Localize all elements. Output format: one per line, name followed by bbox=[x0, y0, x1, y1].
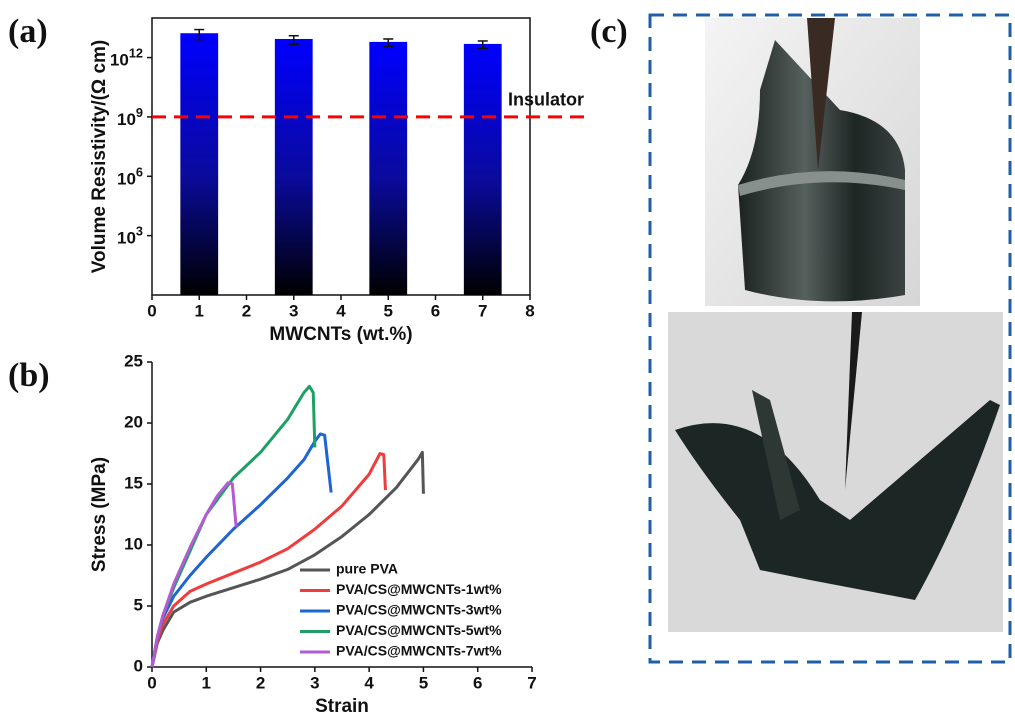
figure: (c)(a)0123456781031061091012MWCNTs (wt.%… bbox=[0, 0, 1015, 716]
bar bbox=[275, 39, 313, 295]
legend-label: PVA/CS@MWCNTs-3wt% bbox=[336, 602, 502, 618]
x-tick-label: 2 bbox=[242, 301, 251, 320]
x-tick-label: 8 bbox=[525, 301, 534, 320]
x-tick-label: 4 bbox=[364, 673, 374, 692]
y-tick-label: 103 bbox=[117, 224, 143, 248]
y-axis-label: Volume Resistivity/(Ω cm) bbox=[89, 40, 110, 273]
x-tick-label: 0 bbox=[147, 301, 156, 320]
panel-label: (c) bbox=[590, 13, 628, 50]
x-tick-label: 6 bbox=[431, 301, 440, 320]
x-axis-label: MWCNTs (wt.%) bbox=[269, 324, 412, 345]
x-tick-label: 5 bbox=[384, 301, 393, 320]
y-tick-label: 10 bbox=[124, 534, 143, 553]
panel-label: (b) bbox=[8, 357, 50, 394]
y-tick-label: 20 bbox=[124, 412, 143, 431]
bar bbox=[180, 33, 218, 295]
legend-label: pure PVA bbox=[336, 561, 398, 577]
x-axis-label: Strain bbox=[315, 696, 369, 716]
x-tick-label: 3 bbox=[310, 673, 319, 692]
line bbox=[152, 386, 315, 667]
x-tick-label: 3 bbox=[289, 301, 298, 320]
legend-label: PVA/CS@MWCNTs-7wt% bbox=[336, 643, 502, 659]
y-tick-label: 25 bbox=[124, 351, 143, 370]
y-tick-label: 1012 bbox=[110, 46, 143, 70]
y-axis-label: Stress (MPa) bbox=[89, 457, 110, 572]
x-tick-label: 2 bbox=[256, 673, 265, 692]
x-tick-label: 0 bbox=[147, 673, 156, 692]
y-tick-label: 0 bbox=[134, 656, 143, 675]
x-tick-label: 1 bbox=[202, 673, 211, 692]
reference-label: Insulator bbox=[508, 90, 584, 110]
legend-label: PVA/CS@MWCNTs-5wt% bbox=[336, 622, 502, 638]
panel-label: (a) bbox=[8, 13, 48, 50]
y-tick-label: 106 bbox=[117, 165, 143, 189]
y-tick-label: 15 bbox=[124, 473, 143, 492]
bar bbox=[464, 44, 502, 295]
y-tick-label: 109 bbox=[117, 105, 143, 129]
x-tick-label: 7 bbox=[478, 301, 487, 320]
x-tick-label: 4 bbox=[336, 301, 346, 320]
x-tick-label: 6 bbox=[473, 673, 482, 692]
x-tick-label: 5 bbox=[419, 673, 428, 692]
line bbox=[152, 483, 236, 667]
legend-label: PVA/CS@MWCNTs-1wt% bbox=[336, 581, 502, 597]
bar bbox=[369, 42, 407, 295]
y-tick-label: 5 bbox=[134, 595, 143, 614]
photo-panel bbox=[650, 15, 1010, 662]
x-tick-label: 1 bbox=[195, 301, 204, 320]
x-tick-label: 7 bbox=[527, 673, 536, 692]
